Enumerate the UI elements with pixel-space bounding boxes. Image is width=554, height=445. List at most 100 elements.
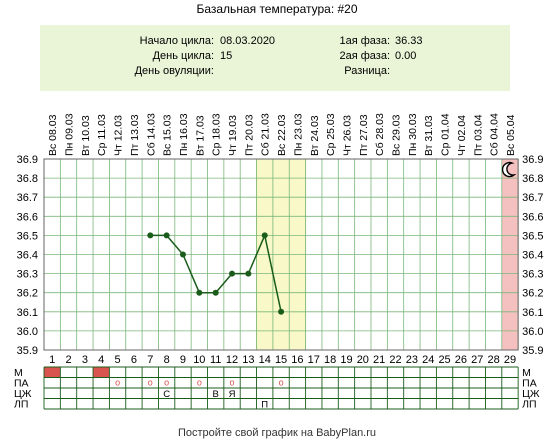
temperature-point — [278, 308, 285, 315]
y-tick-label-left: 36.0 — [17, 326, 38, 338]
pa-marker: о — [148, 378, 153, 388]
y-tick-label-left: 36.9 — [17, 154, 38, 166]
day-number: 17 — [308, 354, 320, 366]
temperature-point — [229, 270, 236, 277]
y-tick-label-right: 35.9 — [522, 345, 543, 357]
temperature-point — [245, 270, 252, 277]
y-tick-label-left: 36.7 — [17, 192, 38, 204]
pa-marker: о — [164, 378, 169, 388]
date-label: Чт 19.03 — [227, 115, 239, 156]
day-number: 18 — [324, 354, 336, 366]
y-tick-label-right: 36.3 — [522, 269, 543, 281]
bbt-chart: 36.9 36.9 36.8 36.8 36.7 36.7 36.6 36.6 36.5 36.5… — [14, 113, 544, 411]
y-tick-label-left: 36.2 — [17, 288, 38, 300]
day-number: 14 — [259, 354, 271, 366]
row-label-left: ЛП — [14, 399, 28, 411]
day-number: 9 — [180, 354, 186, 366]
date-label: Чт 26.03 — [341, 115, 353, 156]
row-label-left: М — [14, 367, 23, 379]
day-number: 1 — [49, 354, 55, 366]
date-label: Пн 16.03 — [178, 113, 190, 156]
date-label: Вс 05.04 — [505, 114, 517, 156]
difference-label: Разница: — [344, 65, 390, 77]
footer-link[interactable]: Постройте свой график на BabyPlan.ru — [177, 427, 377, 439]
date-label: Чт 02.04 — [456, 115, 468, 156]
cycle-day-value: 15 — [220, 50, 233, 62]
row-cell-text: П — [261, 400, 268, 411]
y-tick-label-right: 36.4 — [522, 250, 543, 262]
day-number: 19 — [340, 354, 352, 366]
date-label: Пт 20.03 — [243, 114, 255, 156]
temperature-point — [179, 251, 186, 258]
date-label: Пт 13.03 — [129, 114, 141, 156]
day-number: 5 — [115, 354, 121, 366]
day-number: 29 — [504, 354, 516, 366]
y-tick-label-right: 36.1 — [522, 307, 543, 319]
pa-marker: о — [197, 378, 202, 388]
day-number: 24 — [422, 354, 434, 366]
day-number: 6 — [131, 354, 137, 366]
row-label-left: ПА — [14, 378, 29, 390]
day-number: 11 — [210, 354, 221, 366]
y-tick-label-left: 36.5 — [17, 230, 38, 242]
day-number: 16 — [291, 354, 303, 366]
y-tick-label-right: 36.9 — [522, 154, 543, 166]
temperature-point — [163, 232, 170, 239]
date-label: Вт 10.03 — [80, 115, 92, 156]
row-label-right: ПА — [522, 378, 537, 390]
date-label: Вс 22.03 — [276, 114, 288, 156]
date-label: Пн 23.03 — [292, 113, 304, 156]
temperature-point — [147, 232, 154, 239]
day-number: 4 — [98, 354, 104, 366]
y-tick-label-right: 36.5 — [522, 230, 543, 242]
date-label: Вс 08.03 — [47, 114, 59, 156]
day-number: 8 — [164, 354, 170, 366]
date-label: Сб 04.04 — [489, 113, 501, 156]
chart-title: Базальная температура: #20 — [196, 2, 358, 16]
phase2-label: 2ая фаза: — [339, 50, 390, 62]
day-number: 13 — [242, 354, 254, 366]
temperature-point — [212, 289, 219, 296]
day-number: 25 — [438, 354, 450, 366]
day-number: 15 — [275, 354, 287, 366]
phase1-label: 1ая фаза: — [339, 35, 390, 47]
date-label: Вт 17.03 — [194, 115, 206, 156]
y-tick-label-left: 36.8 — [17, 173, 38, 185]
day-number: 23 — [406, 354, 418, 366]
y-tick-label-left: 36.6 — [17, 211, 38, 223]
date-label: Ср 25.03 — [325, 113, 337, 156]
date-label: Чт 12.03 — [113, 115, 125, 156]
temperature-point — [196, 289, 203, 296]
day-number: 21 — [373, 354, 385, 366]
y-tick-label-left: 35.9 — [17, 345, 38, 357]
y-tick-label-left: 36.4 — [17, 250, 38, 262]
menstruation-cell — [44, 367, 61, 378]
temperature-point — [261, 232, 268, 239]
day-number: 20 — [357, 354, 369, 366]
date-label: Вс 15.03 — [162, 114, 174, 156]
crescent-moon-icon — [501, 161, 517, 178]
menstruation-cell — [93, 367, 110, 378]
row-label-left: ЦЖ — [14, 388, 32, 400]
row-cell-text: В — [213, 389, 219, 400]
day-number: 12 — [226, 354, 238, 366]
date-label: Пт 03.04 — [472, 114, 484, 156]
row-label-right: ЦЖ — [522, 388, 540, 400]
cycle-info-panel: Начало цикла: 08.03.2020 День цикла: 15 … — [40, 25, 510, 91]
y-tick-label-right: 36.0 — [522, 326, 543, 338]
ovulation-day-label: День овуляции: — [134, 65, 214, 77]
day-number: 27 — [471, 354, 483, 366]
pa-marker: о — [115, 378, 120, 388]
day-number: 3 — [82, 354, 88, 366]
y-tick-label-right: 36.2 — [522, 288, 543, 300]
y-tick-label-left: 36.1 — [17, 307, 38, 319]
plot-border — [43, 158, 519, 351]
date-label: Сб 14.03 — [145, 113, 157, 156]
y-tick-label-right: 36.7 — [522, 192, 543, 204]
date-label: Сб 28.03 — [374, 113, 386, 156]
phase1-value: 36.33 — [395, 35, 423, 47]
day-number: 7 — [147, 354, 153, 366]
date-label: Ср 11.03 — [96, 114, 108, 156]
pa-marker: о — [230, 378, 235, 388]
cycle-start-label: Начало цикла: — [139, 35, 214, 47]
